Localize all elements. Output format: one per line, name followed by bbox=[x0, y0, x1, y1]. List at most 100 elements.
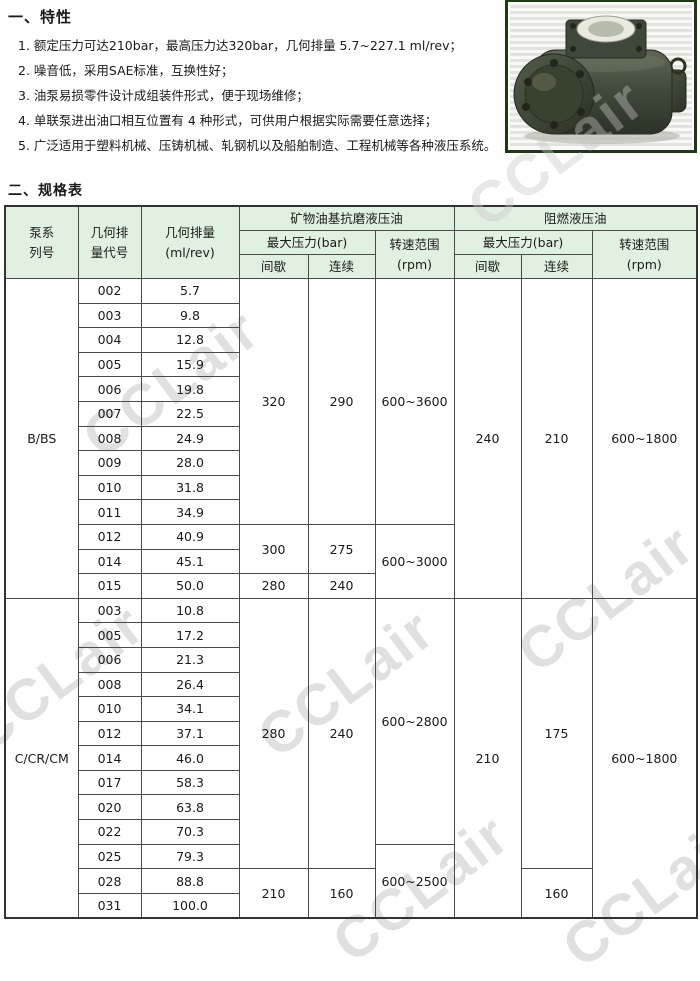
displacement-code-cell: 005 bbox=[77, 351, 142, 378]
displacement-value-cell: 10.8 bbox=[140, 597, 240, 624]
displacement-value-cell: 50.0 bbox=[140, 573, 240, 599]
displacement-value-cell: 100.0 bbox=[140, 892, 240, 919]
pump-photo-frame bbox=[505, 0, 697, 153]
header-flame-speed-range: 转速范围 (rpm) bbox=[591, 230, 698, 279]
header-flame-continuous: 连续 bbox=[520, 254, 593, 279]
header-displacement: 几何排量 (ml/rev) bbox=[140, 205, 240, 279]
mineral-intermittent-cell: 280 bbox=[238, 573, 309, 599]
displacement-value-cell: 17.2 bbox=[140, 622, 240, 648]
mineral-continuous-cell: 240 bbox=[307, 597, 376, 870]
displacement-code-cell: 006 bbox=[77, 376, 142, 402]
pump-photo bbox=[513, 15, 687, 144]
displacement-code-cell: 014 bbox=[77, 745, 142, 771]
header-flame-oil: 阻燃液压油 bbox=[453, 205, 698, 231]
table-row: 028 88.8 210 160 160 bbox=[5, 868, 697, 919]
header-code: 几何排 量代号 bbox=[77, 205, 142, 279]
displacement-code-cell: 002 bbox=[77, 278, 142, 304]
table-row: 012 40.9 300 275 600~3000 bbox=[5, 523, 697, 599]
table-row: 025 79.3 600~2500 bbox=[5, 843, 697, 919]
displacement-value-cell: 70.3 bbox=[140, 819, 240, 845]
displacement-code-cell: 014 bbox=[77, 548, 142, 575]
mineral-intermittent-cell: 280 bbox=[238, 597, 309, 870]
table-row: 017 58.3 bbox=[5, 769, 697, 796]
table-row: 009 28.0 bbox=[5, 450, 697, 476]
table-row: 012 37.1 bbox=[5, 720, 697, 747]
table-row: 020 63.8 bbox=[5, 794, 697, 821]
displacement-value-cell: 9.8 bbox=[140, 302, 240, 329]
displacement-code-cell: 010 bbox=[77, 696, 142, 722]
table-row: C/CR/CM 003 10.8 280 240 600~2800 210 175 600~18… bbox=[4, 597, 698, 919]
displacement-value-cell: 5.7 bbox=[140, 278, 240, 304]
displacement-code-cell: 031 bbox=[77, 892, 142, 919]
displacement-value-cell: 28.0 bbox=[140, 450, 240, 476]
flame-speed-cell: 600~1800 bbox=[591, 278, 698, 599]
displacement-value-cell: 88.8 bbox=[140, 868, 240, 894]
displacement-code-cell: 004 bbox=[77, 327, 142, 353]
displacement-value-cell: 46.0 bbox=[140, 745, 240, 771]
table-row: 004 12.8 bbox=[5, 327, 697, 353]
displacement-value-cell: 15.9 bbox=[140, 351, 240, 378]
displacement-code-cell: 010 bbox=[77, 474, 142, 501]
displacement-value-cell: 63.8 bbox=[140, 794, 240, 821]
displacement-code-cell: 012 bbox=[77, 523, 142, 550]
table-row: 003 9.8 bbox=[5, 302, 697, 329]
displacement-value-cell: 58.3 bbox=[140, 769, 240, 796]
mineral-continuous-cell: 290 bbox=[307, 278, 376, 525]
spec-table: 泵系 列号 几何排 量代号 几何排量 (ml/rev) 矿物油基抗磨液压油 阻燃… bbox=[4, 205, 699, 920]
displacement-code-cell: 022 bbox=[77, 819, 142, 845]
mineral-speed-cell: 600~2500 bbox=[374, 843, 455, 919]
displacement-value-cell: 45.1 bbox=[140, 548, 240, 575]
table-row: 010 34.1 bbox=[5, 696, 697, 722]
series-cell: C/CR/CM bbox=[4, 597, 79, 919]
feature-item-5: 5. 广泛适用于塑料机械、压铸机械、轧钢机以及船舶制造、工程机械等各种液压系统。 bbox=[18, 138, 497, 153]
displacement-code-cell: 006 bbox=[77, 646, 142, 673]
displacement-code-cell: 017 bbox=[77, 769, 142, 796]
flame-intermittent-cell: 210 bbox=[453, 597, 522, 919]
mineral-continuous-cell: 240 bbox=[307, 573, 376, 599]
feature-item-2: 2. 噪音低，采用SAE标准，互换性好； bbox=[18, 63, 234, 78]
mineral-intermittent-cell: 210 bbox=[238, 868, 309, 919]
features-heading: 一、特性 bbox=[8, 8, 73, 26]
feature-item-1: 1. 额定压力可达210bar，最高压力达320bar，几何排量 5.7~227… bbox=[18, 38, 462, 53]
feature-item-4: 4. 单联泵进出油口相互位置有 4 种形式，可供用户根据实际需要任意选择； bbox=[18, 113, 438, 128]
displacement-value-cell: 34.1 bbox=[140, 696, 240, 722]
spec-table-header: 泵系 列号 几何排 量代号 几何排量 (ml/rev) 矿物油基抗磨液压油 阻燃… bbox=[4, 205, 698, 279]
displacement-value-cell: 22.5 bbox=[140, 400, 240, 427]
table-row: B/BS 002 5.7 320 290 600~3600 240 210 600~1800 bbox=[4, 278, 698, 599]
displacement-code-cell: 011 bbox=[77, 499, 142, 525]
series-cell: B/BS bbox=[4, 278, 79, 599]
mineral-speed-cell: 600~2800 bbox=[374, 597, 455, 845]
displacement-code-cell: 015 bbox=[77, 573, 142, 599]
features-section: 一、特性 1. 额定压力可达210bar，最高压力达320bar，几何排量 5.… bbox=[8, 4, 506, 158]
displacement-value-cell: 37.1 bbox=[140, 720, 240, 747]
displacement-value-cell: 21.3 bbox=[140, 646, 240, 673]
displacement-code-cell: 007 bbox=[77, 400, 142, 427]
displacement-code-cell: 003 bbox=[77, 597, 142, 624]
table-row: 006 19.8 bbox=[5, 376, 697, 402]
mineral-intermittent-cell: 320 bbox=[238, 278, 309, 525]
displacement-code-cell: 025 bbox=[77, 843, 142, 870]
spec-heading: 二、规格表 bbox=[8, 183, 83, 199]
header-mineral-oil: 矿物油基抗磨液压油 bbox=[238, 205, 455, 231]
flame-continuous-cell: 210 bbox=[520, 278, 593, 599]
displacement-code-cell: 003 bbox=[77, 302, 142, 329]
table-row: 008 24.9 bbox=[5, 425, 697, 452]
feature-item-3: 3. 油泵易损零件设计成组装件形式，便于现场维修； bbox=[18, 88, 309, 103]
mineral-continuous-cell: 275 bbox=[307, 523, 376, 575]
table-row: 005 17.2 bbox=[5, 622, 697, 648]
header-flame-intermittent: 间歇 bbox=[453, 254, 522, 279]
displacement-code-cell: 028 bbox=[77, 868, 142, 894]
header-flame-max-pressure: 最大压力(bar) bbox=[453, 230, 593, 255]
header-mineral-max-pressure: 最大压力(bar) bbox=[238, 230, 376, 255]
displacement-code-cell: 005 bbox=[77, 622, 142, 648]
table-row: 031 100.0 bbox=[5, 892, 697, 919]
displacement-code-cell: 012 bbox=[77, 720, 142, 747]
displacement-value-cell: 12.8 bbox=[140, 327, 240, 353]
table-row: 015 50.0 280 240 bbox=[5, 573, 697, 599]
displacement-value-cell: 40.9 bbox=[140, 523, 240, 550]
header-series: 泵系 列号 bbox=[4, 205, 79, 279]
flame-speed-cell: 600~1800 bbox=[591, 597, 698, 919]
displacement-value-cell: 24.9 bbox=[140, 425, 240, 452]
displacement-value-cell: 79.3 bbox=[140, 843, 240, 870]
